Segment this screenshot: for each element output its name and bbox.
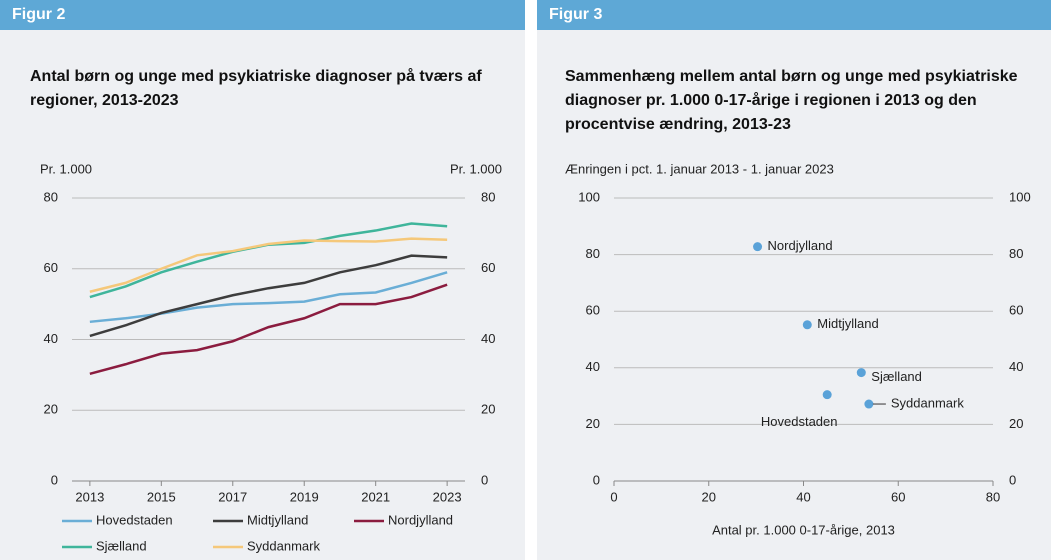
point xyxy=(753,242,763,252)
legend-label: Midtjylland xyxy=(247,512,308,527)
x-tick-label: 2013 xyxy=(75,489,104,504)
y-tick-label: 100 xyxy=(578,189,600,204)
y-tick-label: 80 xyxy=(44,189,58,204)
y2-axis-label: Pr. 1.000 xyxy=(450,161,502,176)
x-tick-label: 2017 xyxy=(218,489,247,504)
figure-label: Figur 2 xyxy=(0,0,525,30)
y-axis-label: Ænringen i pct. 1. januar 2013 - 1. janu… xyxy=(565,161,834,176)
legend-label: Syddanmark xyxy=(247,538,320,553)
x-tick-label: 2021 xyxy=(361,489,390,504)
y2-tick-label: 40 xyxy=(1009,359,1023,374)
y-tick-label: 20 xyxy=(586,416,600,431)
y-tick-label: 20 xyxy=(44,402,58,417)
y2-tick-label: 60 xyxy=(1009,303,1023,318)
legend-label: Sjælland xyxy=(96,538,147,553)
line xyxy=(89,271,448,324)
y2-tick-label: 100 xyxy=(1009,189,1031,204)
x-tick-label: 20 xyxy=(702,489,716,504)
y2-tick-label: 80 xyxy=(481,189,495,204)
point-label: Midtjylland xyxy=(817,316,878,331)
point xyxy=(802,320,812,330)
point-label: Nordjylland xyxy=(768,238,833,253)
point-label: Syddanmark xyxy=(891,395,964,410)
y2-tick-label: 40 xyxy=(481,331,495,346)
y-tick-label: 0 xyxy=(51,472,58,487)
y-tick-label: 60 xyxy=(44,260,58,275)
y2-tick-label: 20 xyxy=(1009,416,1023,431)
x-tick-label: 80 xyxy=(986,489,1000,504)
panel: Figur 2 Antal børn og unge med psykiatri… xyxy=(0,0,525,560)
point-label: Sjælland xyxy=(871,369,922,384)
y2-tick-label: 80 xyxy=(1009,246,1023,261)
y-axis-label: Pr. 1.000 xyxy=(40,161,92,176)
figure-label: Figur 3 xyxy=(537,0,1051,30)
x-tick-label: 2019 xyxy=(290,489,319,504)
y-tick-label: 40 xyxy=(44,331,58,346)
legend-label: Hovedstaden xyxy=(96,512,173,527)
y-tick-label: 60 xyxy=(586,303,600,318)
legend-label: Nordjylland xyxy=(388,512,453,527)
panel: Figur 3 Sammenhæng mellem antal børn og … xyxy=(537,0,1051,560)
x-tick-label: 40 xyxy=(796,489,810,504)
x-axis-label: Antal pr. 1.000 0-17-årige, 2013 xyxy=(712,522,895,537)
chart-title: Antal børn og unge med psykiatriske diag… xyxy=(30,68,482,109)
point xyxy=(856,368,866,378)
point xyxy=(822,390,832,400)
chart-title: Sammenhæng mellem antal børn og unge med… xyxy=(565,68,1018,133)
y2-tick-label: 60 xyxy=(481,260,495,275)
line xyxy=(89,254,448,338)
x-tick-label: 2023 xyxy=(433,489,462,504)
y2-tick-label: 0 xyxy=(1009,472,1016,487)
x-tick-label: 2015 xyxy=(147,489,176,504)
y2-tick-label: 0 xyxy=(481,472,488,487)
x-tick-label: 60 xyxy=(891,489,905,504)
x-tick-label: 0 xyxy=(610,489,617,504)
y2-tick-label: 20 xyxy=(481,402,495,417)
y-tick-label: 80 xyxy=(586,246,600,261)
point xyxy=(864,399,874,409)
y-tick-label: 40 xyxy=(586,359,600,374)
line xyxy=(89,237,448,293)
y-tick-label: 0 xyxy=(593,472,600,487)
point-label: Hovedstaden xyxy=(761,414,838,429)
line xyxy=(89,283,448,376)
